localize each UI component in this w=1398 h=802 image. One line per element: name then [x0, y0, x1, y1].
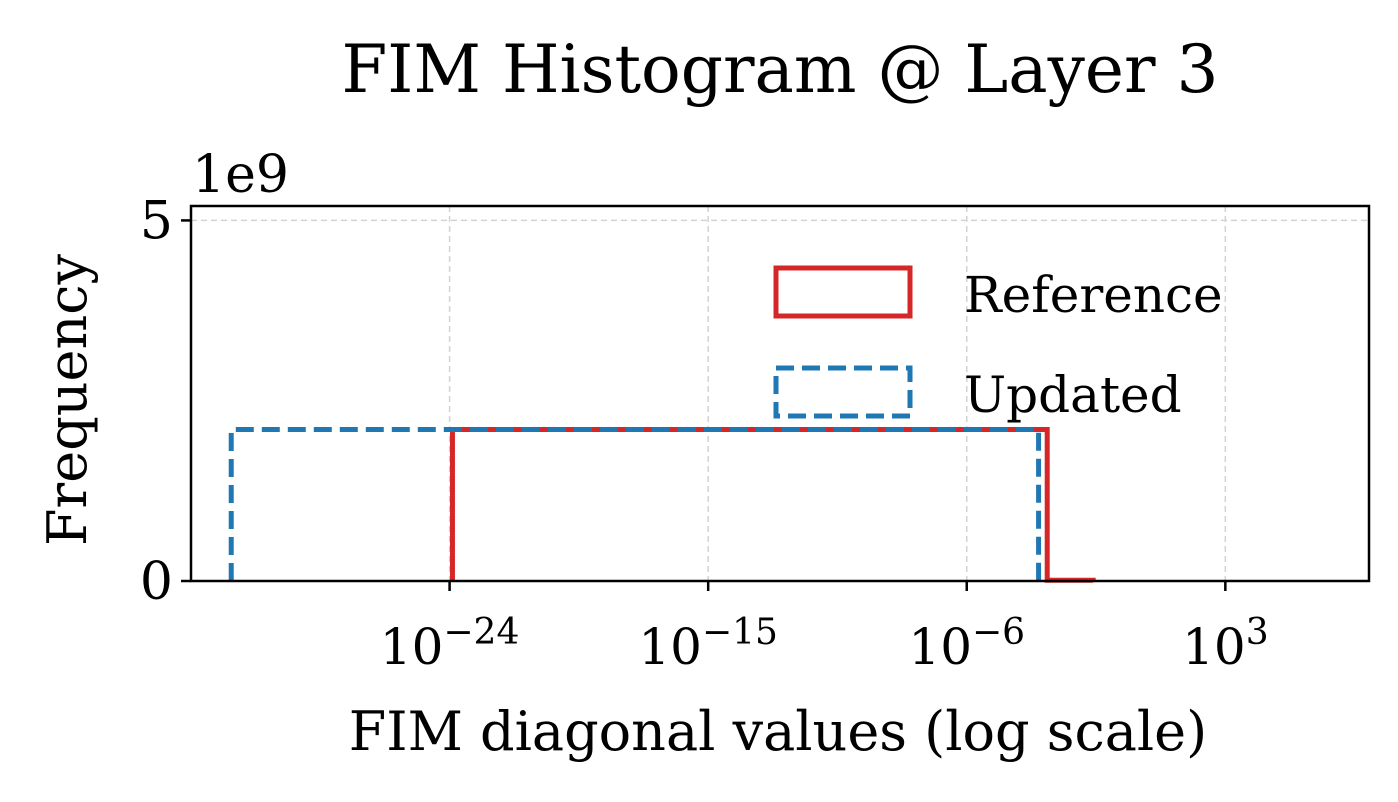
y-axis-label: Frequency: [36, 253, 99, 546]
series-reference-step: [449, 427, 1096, 583]
plot-frame: [189, 204, 1371, 583]
y-tick-label: 5: [140, 191, 173, 251]
series-updated-step: [228, 427, 1042, 581]
legend-swatch-reference: [773, 265, 913, 319]
chart-title: FIM Histogram @ Layer 3: [342, 31, 1219, 108]
x-tick-label: 10−6: [908, 612, 1025, 676]
x-tick-label: 10−24: [380, 612, 520, 676]
legend-label-reference: Reference: [964, 266, 1223, 324]
y-tick-label: 0: [140, 552, 173, 612]
legend-label-updated: Updated: [964, 366, 1182, 424]
legend-swatch-updated: [773, 365, 913, 419]
x-tick-label: 10−15: [638, 612, 778, 676]
x-axis-label: FIM diagonal values (log scale): [349, 700, 1207, 763]
y-axis-offset-label: 1e9: [192, 145, 289, 205]
x-tick-label: 103: [1182, 612, 1269, 676]
